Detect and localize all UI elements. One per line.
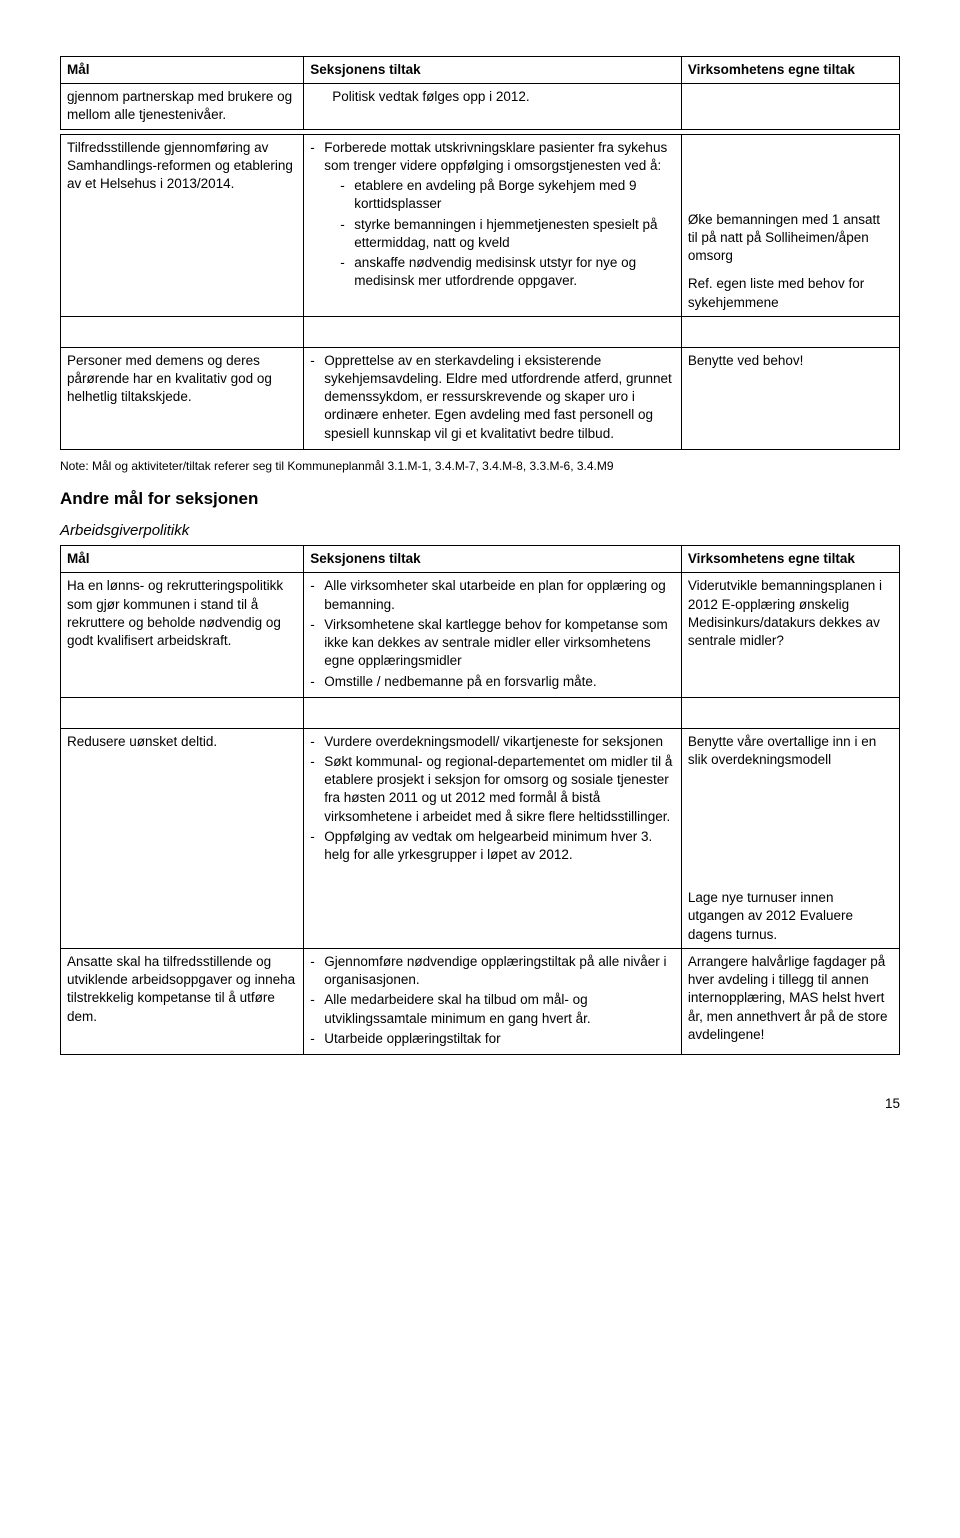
- cell-own: Benytte våre overtallige inn i en slik o…: [681, 728, 899, 948]
- cell-goal: Redusere uønsket deltid.: [61, 728, 304, 948]
- cell-goal: gjennom partnerskap med brukere og mello…: [61, 84, 304, 129]
- cell-action: Forberede mottak utskrivningsklare pasie…: [304, 134, 682, 316]
- table-header-row: Mål Seksjonens tiltak Virksomhetens egne…: [61, 57, 900, 84]
- cell-goal: Ha en lønns- og rekrutteringspolitikk so…: [61, 573, 304, 697]
- cell-goal: Tilfredsstillende gjennomføring av Samha…: [61, 134, 304, 316]
- col-header: Seksjonens tiltak: [304, 57, 682, 84]
- cell-own: [681, 84, 899, 129]
- cell-action: Alle virksomheter skal utarbeide en plan…: [304, 573, 682, 697]
- table-row: Tilfredsstillende gjennomføring av Samha…: [61, 134, 900, 316]
- goals-table-2: Mål Seksjonens tiltak Virksomhetens egne…: [60, 545, 900, 1055]
- cell-own: Viderutvikle bemanningsplanen i 2012 E-o…: [681, 573, 899, 697]
- table-header-row: Mål Seksjonens tiltak Virksomhetens egne…: [61, 546, 900, 573]
- table-row: Ha en lønns- og rekrutteringspolitikk so…: [61, 573, 900, 697]
- sub-heading: Arbeidsgiverpolitikk: [60, 521, 900, 541]
- cell-action: Opprettelse av en sterkavdeling i eksist…: [304, 347, 682, 449]
- cell-goal: Ansatte skal ha tilfredsstillende og utv…: [61, 948, 304, 1054]
- footnote: Note: Mål og aktiviteter/tiltak referer …: [60, 458, 900, 474]
- col-header: Mål: [61, 57, 304, 84]
- page-number: 15: [60, 1095, 900, 1113]
- cell-action: Gjennomføre nødvendige opplæringstiltak …: [304, 948, 682, 1054]
- table-row: gjennom partnerskap med brukere og mello…: [61, 84, 900, 129]
- goals-table-1b: Tilfredsstillende gjennomføring av Samha…: [60, 134, 900, 450]
- table-row: Redusere uønsket deltid. Vurdere overdek…: [61, 728, 900, 948]
- cell-goal: Personer med demens og deres pårørende h…: [61, 347, 304, 449]
- section-heading: Andre mål for seksjonen: [60, 488, 900, 511]
- col-header: Seksjonens tiltak: [304, 546, 682, 573]
- cell-own: Arrangere halvårlige fagdager på hver av…: [681, 948, 899, 1054]
- col-header: Virksomhetens egne tiltak: [681, 546, 899, 573]
- cell-own: Benytte ved behov!: [681, 347, 899, 449]
- cell-action: Vurdere overdekningsmodell/ vikartjenest…: [304, 728, 682, 948]
- col-header: Virksomhetens egne tiltak: [681, 57, 899, 84]
- cell-action: Politisk vedtak følges opp i 2012.: [304, 84, 682, 129]
- spacer-row: [61, 316, 900, 347]
- table-row: Personer med demens og deres pårørende h…: [61, 347, 900, 449]
- col-header: Mål: [61, 546, 304, 573]
- table-row: Ansatte skal ha tilfredsstillende og utv…: [61, 948, 900, 1054]
- goals-table-1: Mål Seksjonens tiltak Virksomhetens egne…: [60, 56, 900, 130]
- spacer-row: [61, 697, 900, 728]
- cell-own: Øke bemanningen med 1 ansatt til på natt…: [681, 134, 899, 316]
